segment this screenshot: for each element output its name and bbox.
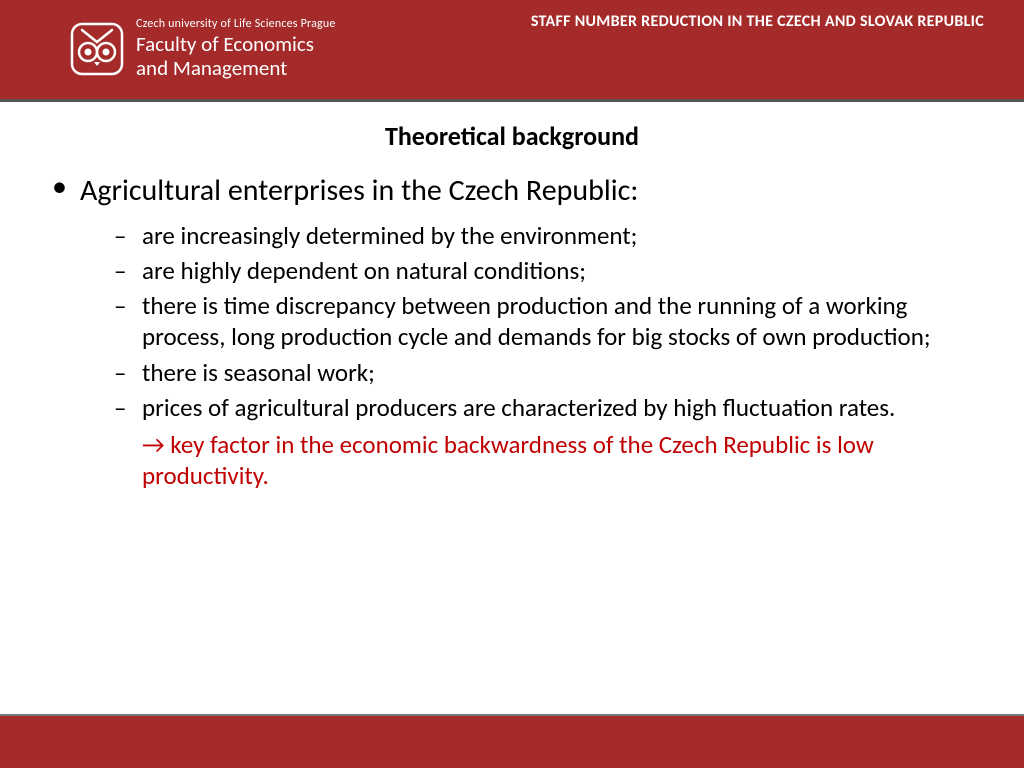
faculty-line-2: and Management xyxy=(136,56,336,80)
bullet-list-top: Agricultural enterprises in the Czech Re… xyxy=(44,172,980,492)
university-name: Czech university of Life Sciences Prague xyxy=(136,18,336,32)
main-bullet-text: Agricultural enterprises in the Czech Re… xyxy=(80,172,638,209)
sub-bullet: are highly dependent on natural conditio… xyxy=(114,255,980,286)
slide-footer xyxy=(0,714,1024,768)
sub-bullet: prices of agricultural producers are cha… xyxy=(114,392,980,423)
logo-text: Czech university of Life Sciences Prague… xyxy=(136,18,336,80)
sub-bullet: are increasingly determined by the envir… xyxy=(114,220,980,251)
bullet-list-sub: are increasingly determined by the envir… xyxy=(80,220,980,424)
sub-bullet: there is seasonal work; xyxy=(114,357,980,388)
main-bullet: Agricultural enterprises in the Czech Re… xyxy=(52,172,980,492)
presentation-title: STAFF NUMBER REDUCTION IN THE CZECH AND … xyxy=(531,12,984,31)
owl-icon xyxy=(70,20,124,78)
faculty-line-1: Faculty of Economics xyxy=(136,32,336,56)
slide-header: Czech university of Life Sciences Prague… xyxy=(0,0,1024,102)
sub-bullet: there is time discrepancy between produc… xyxy=(114,290,980,353)
slide-content: Theoretical background Agricultural ente… xyxy=(0,102,1024,714)
logo-block: Czech university of Life Sciences Prague… xyxy=(70,18,336,80)
conclusion-text: → key factor in the economic backwardnes… xyxy=(80,429,980,492)
slide-title: Theoretical background xyxy=(44,120,980,152)
